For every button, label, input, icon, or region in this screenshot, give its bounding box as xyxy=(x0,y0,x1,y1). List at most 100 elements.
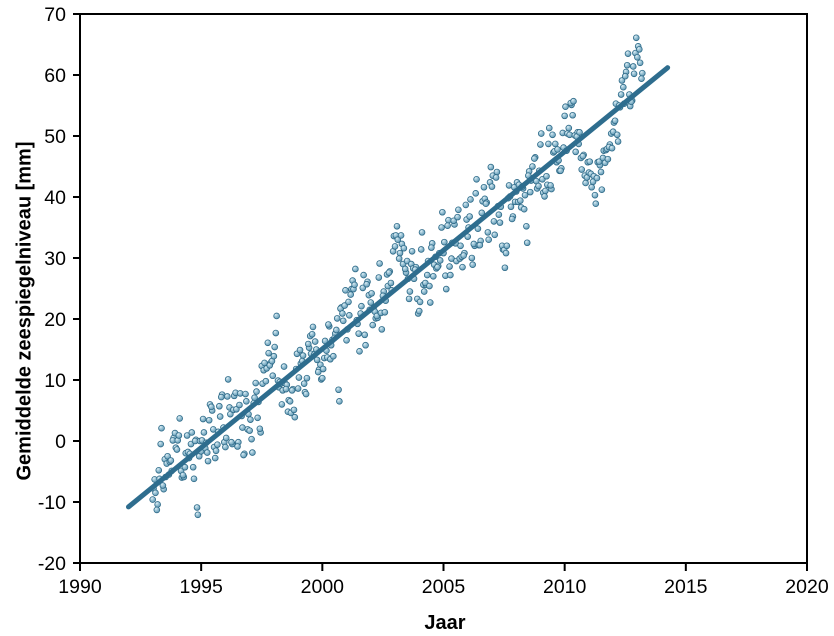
data-point xyxy=(630,70,638,78)
x-tick-label: 2010 xyxy=(543,576,587,598)
data-point xyxy=(618,77,626,84)
data-point xyxy=(154,501,161,508)
data-point xyxy=(562,103,569,111)
data-point xyxy=(243,398,250,405)
x-axis-title: Jaar xyxy=(424,612,466,634)
data-point xyxy=(325,321,332,328)
data-point xyxy=(396,249,404,257)
data-point xyxy=(157,440,164,448)
data-point xyxy=(632,34,640,42)
data-point xyxy=(159,482,167,489)
data-point xyxy=(541,193,548,200)
data-point xyxy=(438,224,445,231)
data-point xyxy=(576,129,583,136)
data-point xyxy=(598,186,606,193)
data-point xyxy=(269,372,277,380)
data-point xyxy=(342,287,349,294)
data-point xyxy=(629,63,637,70)
data-point xyxy=(352,265,359,273)
data-point xyxy=(617,91,625,98)
data-point xyxy=(204,457,212,465)
data-point xyxy=(488,183,496,190)
x-tick-label: 1995 xyxy=(179,576,223,598)
data-point xyxy=(547,182,554,189)
data-point xyxy=(608,144,616,152)
data-point xyxy=(442,285,450,293)
data-point xyxy=(400,244,408,252)
x-tick-label: 2000 xyxy=(301,576,345,598)
data-point xyxy=(501,264,509,272)
data-point xyxy=(248,435,255,443)
data-point xyxy=(604,155,612,163)
data-point xyxy=(333,315,341,322)
data-point xyxy=(333,326,340,334)
x-tick-label: 2020 xyxy=(785,576,829,598)
data-point xyxy=(517,197,524,204)
data-point xyxy=(205,416,213,424)
data-point xyxy=(495,211,503,218)
data-point xyxy=(503,242,511,250)
data-point xyxy=(526,188,534,196)
data-point xyxy=(623,61,631,69)
data-point xyxy=(262,377,270,385)
data-point xyxy=(420,288,428,295)
data-point xyxy=(639,69,646,77)
data-point xyxy=(155,466,163,474)
data-point xyxy=(468,254,476,262)
data-point xyxy=(188,429,196,436)
data-point xyxy=(593,174,601,182)
data-point xyxy=(153,506,161,514)
data-point xyxy=(368,290,375,297)
data-point xyxy=(405,295,413,303)
data-point xyxy=(460,252,467,259)
data-point xyxy=(339,317,347,325)
data-point xyxy=(569,111,576,119)
data-point xyxy=(597,168,605,176)
data-point xyxy=(179,471,187,479)
data-point xyxy=(265,349,272,357)
data-point xyxy=(636,59,644,67)
data-point xyxy=(214,441,221,448)
data-point xyxy=(295,374,303,381)
data-point xyxy=(391,243,399,250)
data-point xyxy=(474,225,482,233)
data-point xyxy=(454,213,461,221)
data-point xyxy=(211,454,219,462)
data-point xyxy=(387,279,395,287)
data-point xyxy=(164,452,171,460)
data-point xyxy=(256,425,264,433)
data-point xyxy=(529,163,536,170)
data-point xyxy=(446,263,453,270)
data-point xyxy=(613,131,621,139)
data-point xyxy=(554,146,561,153)
data-point xyxy=(545,140,552,148)
data-point xyxy=(203,449,211,456)
data-point xyxy=(408,247,416,255)
data-point xyxy=(299,352,307,359)
data-point xyxy=(430,272,437,280)
y-axis-title: Gemiddelde zeespiegelniveau [mm] xyxy=(13,141,36,481)
data-point xyxy=(270,352,278,360)
data-point xyxy=(278,401,286,408)
data-point xyxy=(252,379,259,387)
y-tick-label: 40 xyxy=(44,187,66,209)
data-point xyxy=(378,326,386,333)
data-point xyxy=(614,138,622,145)
data-point xyxy=(345,298,352,306)
data-point xyxy=(638,75,645,82)
data-point xyxy=(149,496,157,503)
data-point xyxy=(242,390,249,398)
data-point xyxy=(309,323,317,331)
data-point xyxy=(473,176,480,183)
data-point xyxy=(621,72,629,80)
data-point xyxy=(508,215,516,223)
data-point xyxy=(436,257,444,264)
data-point xyxy=(224,393,231,400)
data-point xyxy=(492,174,500,181)
data-point xyxy=(496,219,504,226)
data-point xyxy=(397,232,405,239)
x-tick-label: 2005 xyxy=(422,576,466,598)
data-point xyxy=(406,288,414,295)
data-point xyxy=(426,282,433,290)
